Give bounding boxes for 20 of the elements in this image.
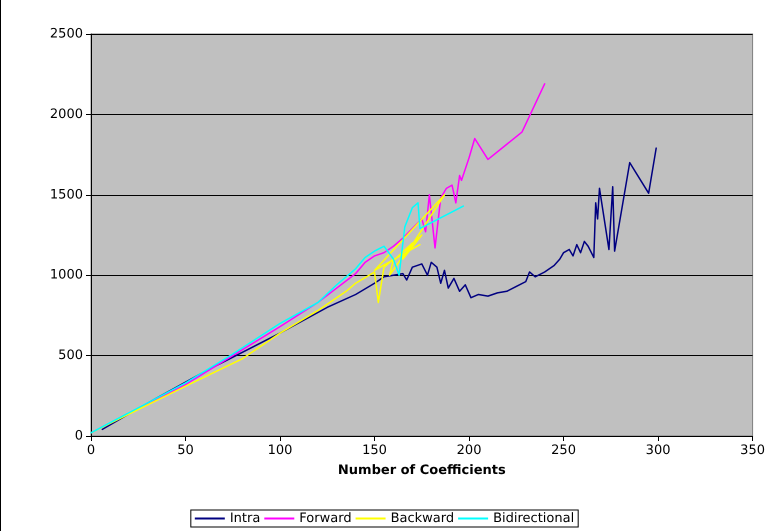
x-tick-label: 350 bbox=[740, 443, 766, 458]
line-series bbox=[102, 147, 657, 430]
x-tick-label: 0 bbox=[86, 443, 96, 458]
x-axis-title: Number of Coefficients bbox=[338, 463, 506, 478]
y-tick-label: 1500 bbox=[50, 187, 83, 202]
legend-label: Forward bbox=[299, 511, 352, 526]
y-tick-label: 1000 bbox=[50, 268, 83, 283]
x-tick-label: 100 bbox=[268, 443, 292, 458]
y-tick-label: 2000 bbox=[50, 106, 83, 122]
x-tick-label: 150 bbox=[362, 443, 387, 458]
y-tick-label: 0 bbox=[74, 428, 83, 444]
legend-label: Backward bbox=[390, 511, 454, 526]
y-tick-label: 500 bbox=[58, 348, 83, 364]
legend-label: Bidirectional bbox=[493, 511, 574, 526]
y-tick-label: 2500 bbox=[50, 26, 83, 42]
legend-label: Intra bbox=[230, 511, 260, 526]
x-tick-label: 300 bbox=[646, 443, 670, 458]
x-tick-label: 50 bbox=[177, 443, 194, 458]
x-tick-label: 200 bbox=[456, 443, 482, 458]
x-tick-label: 250 bbox=[551, 443, 576, 458]
